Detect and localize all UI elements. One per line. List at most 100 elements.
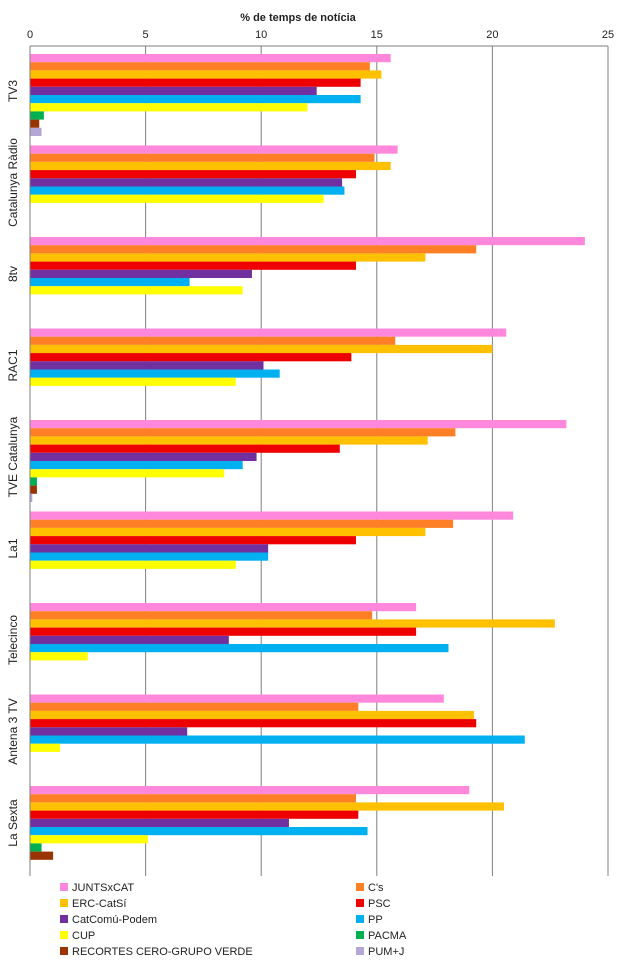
bar	[30, 444, 340, 453]
legend-item: JUNTSxCAT	[60, 882, 134, 894]
category-label: RAC1	[6, 349, 20, 381]
category-label: La Sexta	[6, 799, 20, 847]
bar	[30, 469, 225, 478]
x-axis-ticks: 0 5 10 15 20 25	[27, 29, 614, 41]
bar	[30, 194, 324, 203]
category-label: TVE Catalunya	[6, 416, 20, 497]
bar	[30, 794, 356, 803]
legend-item: PUM+J	[356, 946, 404, 958]
bar	[30, 835, 148, 844]
legend-swatch	[60, 883, 68, 891]
bar	[30, 336, 396, 345]
legend-swatch	[60, 915, 68, 923]
bar	[30, 802, 504, 811]
bar	[30, 544, 269, 553]
legend-label: ERC-CatSí	[72, 898, 126, 910]
legend-item: CUP	[60, 930, 95, 942]
bar	[30, 95, 361, 104]
bar	[30, 627, 417, 636]
bar	[30, 119, 40, 128]
legend-label: CatComú-Podem	[72, 914, 157, 926]
bar	[30, 652, 88, 661]
bar	[30, 511, 514, 520]
bar	[30, 735, 525, 744]
bar	[30, 818, 289, 827]
x-tick-label: 15	[371, 29, 383, 41]
bar	[30, 278, 190, 287]
bar	[30, 420, 567, 429]
bar	[30, 86, 317, 95]
category-label: Telecinco	[6, 615, 20, 665]
category-labels: TV3 Catalunya Ràdio 8tv RAC1 TVE Catalunya La…	[6, 80, 20, 847]
bar	[30, 843, 42, 852]
x-tick-label: 0	[27, 29, 33, 41]
bar	[30, 186, 345, 195]
bar	[30, 619, 555, 628]
bar	[30, 237, 585, 246]
legend-item: ERC-CatSí	[60, 898, 126, 910]
legend-swatch	[356, 883, 364, 891]
bar	[30, 694, 444, 703]
bar	[30, 127, 42, 136]
bar	[30, 493, 33, 502]
bar	[30, 54, 391, 63]
bar	[30, 851, 54, 860]
bar	[30, 786, 470, 795]
bar	[30, 560, 236, 569]
bar	[30, 328, 507, 337]
x-tick-label: 5	[143, 29, 149, 41]
axes	[29, 45, 608, 876]
legend-swatch	[60, 947, 68, 955]
bar	[30, 170, 356, 179]
category-label: Catalunya Ràdio	[6, 138, 20, 227]
category-label: TV3	[6, 80, 20, 102]
legend-swatch	[356, 931, 364, 939]
bar	[30, 743, 61, 752]
bar	[30, 536, 356, 545]
bar	[30, 369, 280, 378]
bar	[30, 719, 477, 728]
legend-label: PUM+J	[368, 946, 404, 958]
bar	[30, 452, 257, 461]
bar	[30, 70, 382, 79]
bar	[30, 611, 373, 620]
bar	[30, 477, 37, 486]
category-label: La1	[6, 538, 20, 558]
bar	[30, 428, 456, 437]
chart-title: % de temps de notícia	[240, 12, 356, 24]
bar	[30, 527, 426, 537]
bar	[30, 552, 269, 561]
bar	[30, 178, 343, 187]
bar	[30, 810, 359, 819]
legend-label: JUNTSxCAT	[72, 882, 134, 894]
bar	[30, 461, 243, 470]
bar	[30, 78, 361, 87]
x-tick-label: 20	[486, 29, 498, 41]
bar	[30, 827, 368, 836]
legend-label: PSC	[368, 898, 391, 910]
legend-swatch	[60, 931, 68, 939]
legend-swatch	[60, 899, 68, 907]
legend-label: RECORTES CERO-GRUPO VERDE	[72, 946, 253, 958]
bar	[30, 245, 477, 254]
bar	[30, 111, 44, 120]
bar	[30, 710, 474, 720]
legend-swatch	[356, 915, 364, 923]
legend-label: CUP	[72, 930, 95, 942]
bar	[30, 62, 370, 71]
bar	[30, 519, 454, 528]
legend-swatch	[356, 899, 364, 907]
bar	[30, 286, 243, 295]
category-label: 8tv	[6, 266, 20, 282]
category-label: Antena 3 TV	[6, 698, 20, 765]
legend-item: PACMA	[356, 930, 407, 942]
legend-label: C's	[368, 882, 384, 894]
bar	[30, 485, 37, 494]
bar	[30, 377, 236, 386]
bar	[30, 436, 428, 445]
x-tick-label: 25	[602, 29, 614, 41]
bars	[30, 54, 585, 860]
legend-item: C's	[356, 882, 384, 894]
legend-swatch	[356, 947, 364, 955]
